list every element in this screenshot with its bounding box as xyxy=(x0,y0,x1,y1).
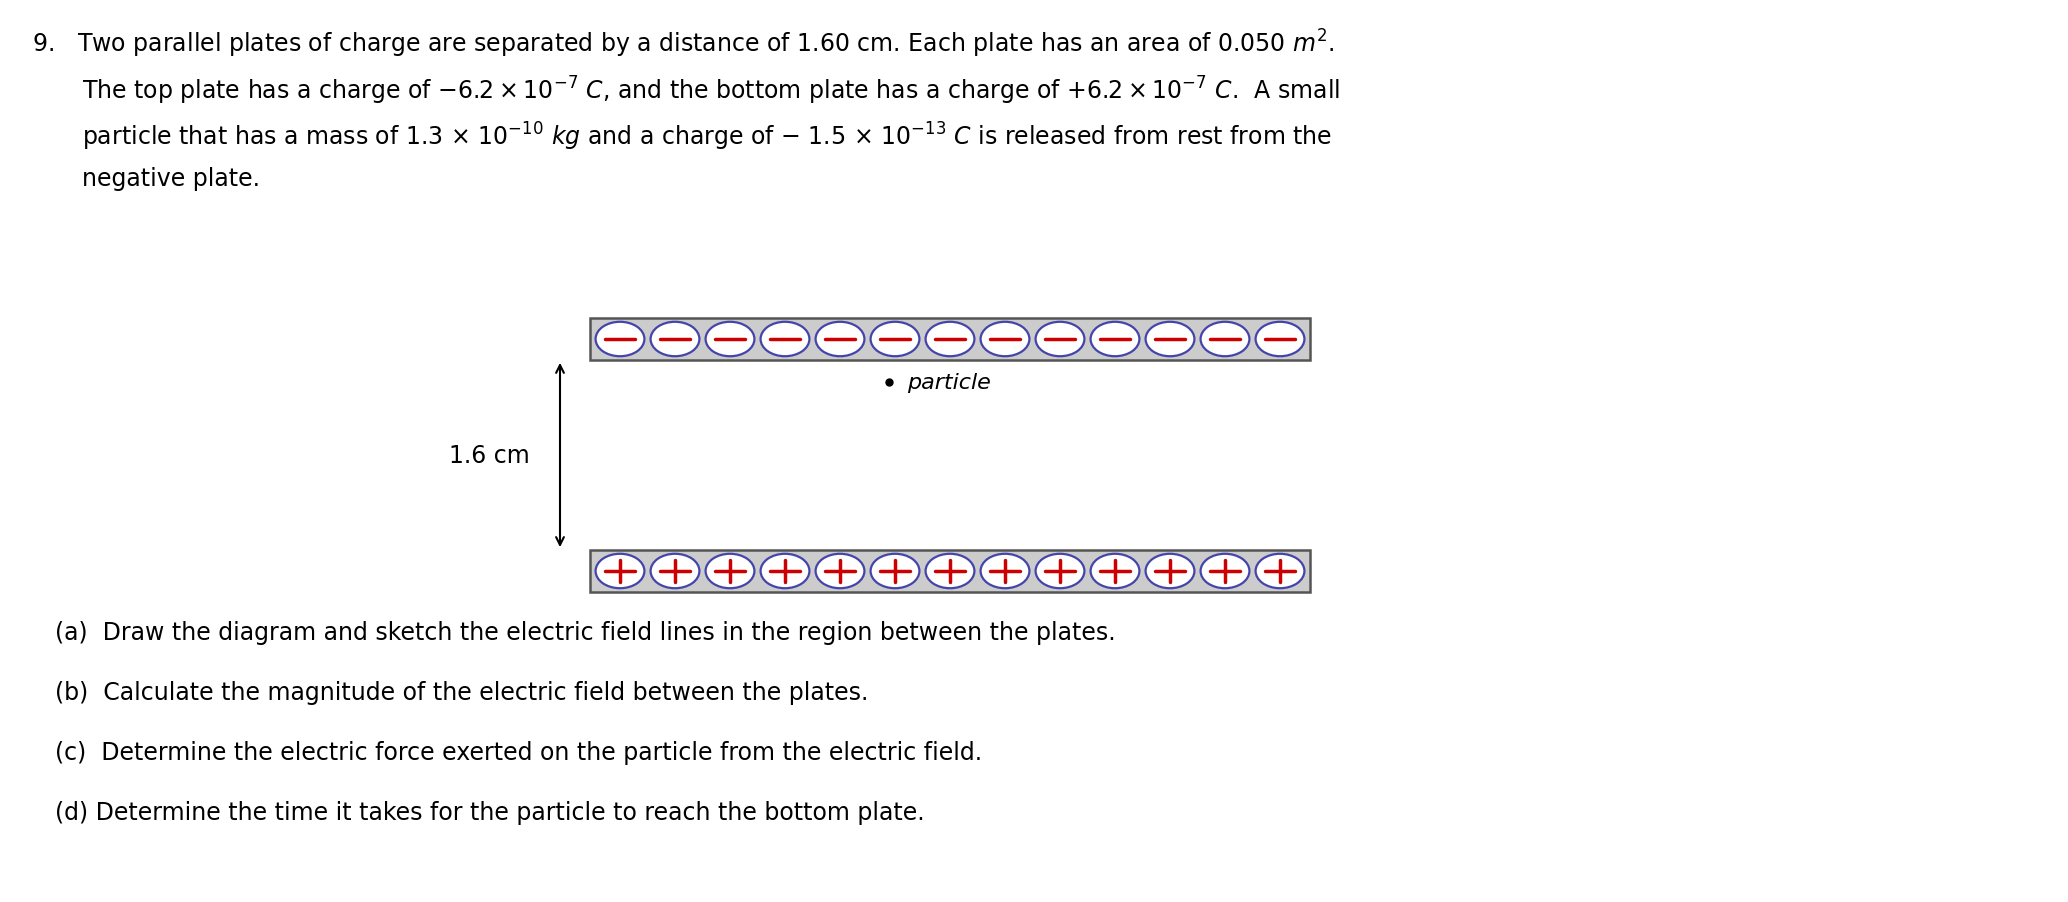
Ellipse shape xyxy=(1090,322,1139,357)
Ellipse shape xyxy=(1255,554,1305,589)
Ellipse shape xyxy=(761,322,809,357)
Ellipse shape xyxy=(1036,554,1084,589)
Bar xyxy=(589,318,1309,361)
Ellipse shape xyxy=(980,322,1030,357)
Ellipse shape xyxy=(596,554,645,589)
Ellipse shape xyxy=(926,554,974,589)
Ellipse shape xyxy=(596,322,645,357)
Ellipse shape xyxy=(651,322,699,357)
Ellipse shape xyxy=(1202,554,1249,589)
Text: 1.6 cm: 1.6 cm xyxy=(449,444,529,467)
Text: (c)  Determine the electric force exerted on the particle from the electric fiel: (c) Determine the electric force exerted… xyxy=(56,741,982,764)
Ellipse shape xyxy=(815,554,864,589)
Text: (d) Determine the time it takes for the particle to reach the bottom plate.: (d) Determine the time it takes for the … xyxy=(56,800,924,824)
Ellipse shape xyxy=(926,322,974,357)
Text: (b)  Calculate the magnitude of the electric field between the plates.: (b) Calculate the magnitude of the elect… xyxy=(56,680,869,704)
Text: particle: particle xyxy=(906,373,991,392)
Bar xyxy=(589,550,1309,593)
Text: The top plate has a charge of $-6.2\times10^{-7}$ $C$, and the bottom plate has : The top plate has a charge of $-6.2\time… xyxy=(83,75,1340,107)
Ellipse shape xyxy=(1255,322,1305,357)
Ellipse shape xyxy=(651,554,699,589)
Ellipse shape xyxy=(1036,322,1084,357)
Ellipse shape xyxy=(761,554,809,589)
Text: 9.   Two parallel plates of charge are separated by a distance of 1.60 cm. Each : 9. Two parallel plates of charge are sep… xyxy=(31,28,1334,60)
Ellipse shape xyxy=(1090,554,1139,589)
Ellipse shape xyxy=(871,554,920,589)
Ellipse shape xyxy=(1146,322,1195,357)
Ellipse shape xyxy=(980,554,1030,589)
Text: particle that has a mass of 1.3 $\times$ $10^{-10}$ $kg$ and a charge of $-$ 1.5: particle that has a mass of 1.3 $\times$… xyxy=(83,121,1332,153)
Ellipse shape xyxy=(705,322,755,357)
Text: negative plate.: negative plate. xyxy=(83,167,261,191)
Text: (a)  Draw the diagram and sketch the electric field lines in the region between : (a) Draw the diagram and sketch the elec… xyxy=(56,621,1115,644)
Ellipse shape xyxy=(1146,554,1195,589)
Ellipse shape xyxy=(1202,322,1249,357)
Ellipse shape xyxy=(705,554,755,589)
Ellipse shape xyxy=(815,322,864,357)
Ellipse shape xyxy=(871,322,920,357)
